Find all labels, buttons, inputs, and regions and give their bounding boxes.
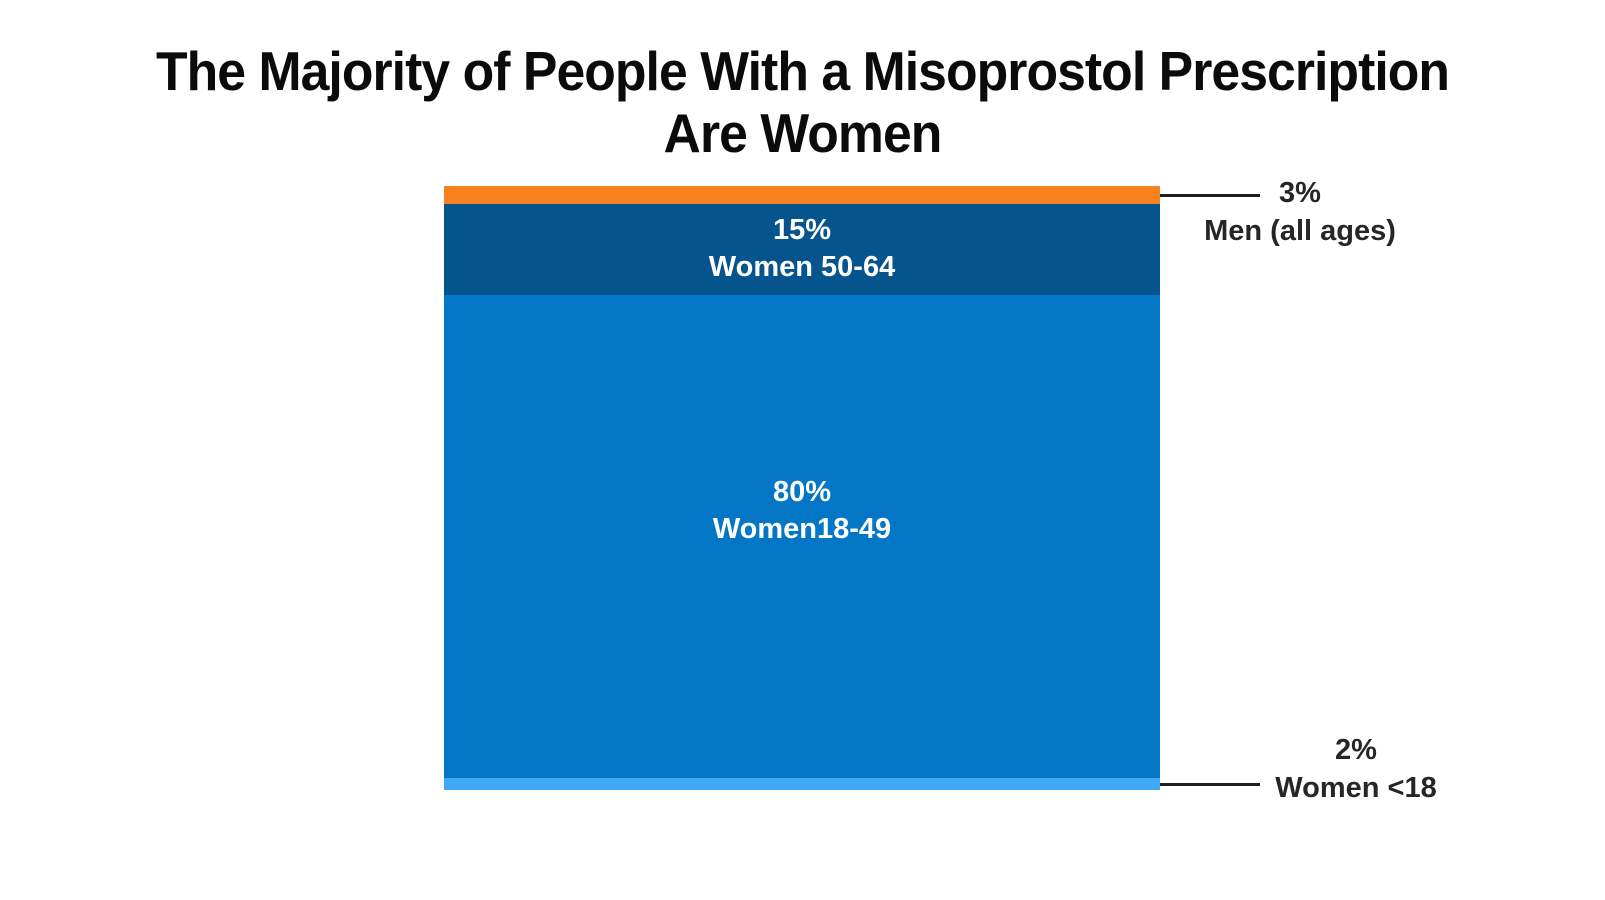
segment-label-women-18-49: 80% Women18-49: [444, 270, 1160, 753]
bar-segment-women-18-49: 80% Women18-49: [444, 294, 1160, 778]
annotation-women-under-18: 2% Women <18: [1246, 731, 1466, 807]
annotation-pct-men-all-ages: 3%: [1279, 177, 1321, 209]
annotation-pct-women-under-18: 2%: [1335, 734, 1377, 766]
annotation-name-women-under-18: Women <18: [1275, 772, 1437, 804]
segment-label-women-50-64: 15% Women 50-64: [444, 204, 1160, 295]
annotation-name-men-all-ages: Men (all ages): [1204, 215, 1396, 247]
connector-line-women-under-18: [1160, 783, 1260, 786]
segment-pct-women-18-49: 80%: [772, 476, 832, 509]
segment-pct-women-50-64: 15%: [772, 214, 832, 247]
annotation-men-all-ages: 3% Men (all ages): [1190, 174, 1410, 250]
chart-title-line1: The Majority of People With a Misoprosto…: [155, 40, 1450, 102]
bar-segment-men-all-ages: [444, 186, 1160, 205]
bar-segment-women-50-64: 15% Women 50-64: [444, 204, 1160, 295]
segment-name-women-18-49: Women18-49: [712, 513, 892, 546]
bar-segment-women-under-18: [444, 777, 1160, 790]
segment-name-women-50-64: Women 50-64: [708, 251, 896, 284]
stacked-bar: 15% Women 50-64 80% Women18-49: [444, 186, 1160, 790]
connector-line-men-all-ages: [1160, 194, 1260, 197]
chart-title-line2: Are Women: [663, 102, 943, 164]
chart-title: The Majority of People With a Misoprosto…: [48, 40, 1557, 164]
